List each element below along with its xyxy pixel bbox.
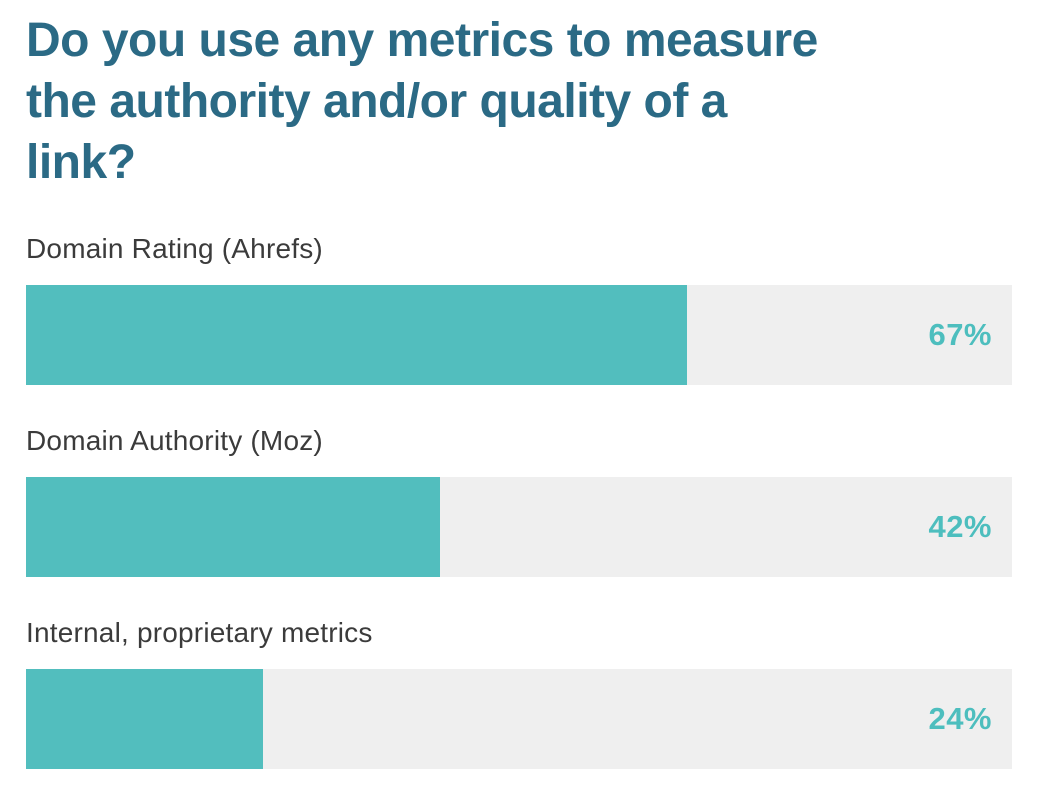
chart-title-line-1: Do you use any metrics to measure xyxy=(26,14,818,67)
bar-value-label: 67% xyxy=(928,317,992,352)
bar-fill xyxy=(26,477,441,577)
bar-category-label: Domain Rating (Ahrefs) xyxy=(26,233,323,264)
bar-row-domain-rating-ahrefs: Domain Rating (Ahrefs) 67% xyxy=(26,233,1012,385)
bar-category-label: Domain Authority (Moz) xyxy=(26,425,323,456)
chart-title-line-2: the authority and/or quality of a xyxy=(26,75,727,128)
bar-track: 67% xyxy=(26,285,1012,385)
bar-value-label: 24% xyxy=(928,701,992,736)
chart-title-line-3: link? xyxy=(26,136,136,189)
bar-track: 42% xyxy=(26,477,1012,577)
bar-fill xyxy=(26,669,263,769)
bar-row-internal-proprietary-metrics: Internal, proprietary metrics 24% xyxy=(26,617,1012,769)
bar-row-domain-authority-moz: Domain Authority (Moz) 42% xyxy=(26,425,1012,577)
bar-fill xyxy=(26,285,687,385)
bar-value-label: 42% xyxy=(928,509,992,544)
bar-track: 24% xyxy=(26,669,1012,769)
chart-title: Do you use any metrics to measure the au… xyxy=(26,10,1012,193)
bar-category-label: Internal, proprietary metrics xyxy=(26,617,373,648)
